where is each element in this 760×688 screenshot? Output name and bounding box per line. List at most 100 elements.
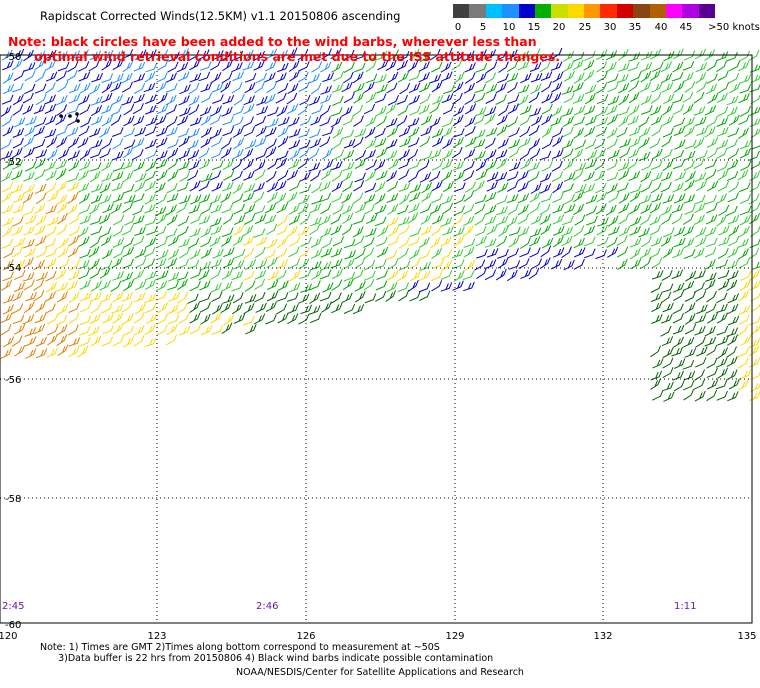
wind-barb <box>674 139 686 150</box>
wind-barb <box>386 170 398 182</box>
wind-barb <box>190 213 202 224</box>
wind-barb <box>573 190 584 203</box>
wind-barb <box>166 116 178 128</box>
wind-barb <box>254 278 266 290</box>
wind-barb <box>672 303 684 315</box>
wind-barb <box>693 379 705 390</box>
wind-barb <box>266 181 279 193</box>
wind-barb <box>517 170 529 182</box>
wind-barb <box>562 61 574 73</box>
wind-barb <box>276 49 288 60</box>
wind-barb <box>660 325 672 337</box>
wind-barb <box>199 313 211 325</box>
wind-barb <box>288 214 301 226</box>
wind-barb <box>178 149 190 160</box>
wind-barb <box>221 268 233 280</box>
wind-barb <box>716 92 728 103</box>
wind-barb <box>617 182 629 193</box>
wind-barb <box>132 103 144 115</box>
wind-barb <box>652 358 664 369</box>
wind-barb <box>122 184 135 194</box>
wind-barb <box>254 81 265 94</box>
pass-time-labels: 2:45 2:46 1:11 <box>2 601 696 612</box>
wind-barb <box>695 72 707 84</box>
wind-barb <box>682 103 694 115</box>
wind-barb <box>539 61 551 73</box>
wind-barb <box>1 115 13 127</box>
wind-barb <box>563 92 575 104</box>
wind-barb <box>300 283 312 293</box>
wind-barb <box>66 280 78 291</box>
wind-barb <box>112 73 124 84</box>
wind-barb <box>68 150 80 161</box>
wind-barb <box>442 137 454 150</box>
wind-barb <box>14 345 26 357</box>
wind-barb <box>156 212 168 225</box>
wind-barb <box>57 304 69 315</box>
wind-barb <box>704 336 717 347</box>
wind-barb <box>408 159 421 170</box>
wind-barb <box>729 60 741 72</box>
wind-barb <box>627 61 640 72</box>
wind-barb <box>705 303 717 314</box>
wind-barb <box>157 302 169 314</box>
wind-barb <box>122 201 134 214</box>
wind-barb <box>198 159 211 170</box>
wind-barb <box>24 161 37 172</box>
wind-barb <box>35 149 48 159</box>
wind-barb <box>519 114 531 127</box>
wind-barb <box>716 303 728 314</box>
wind-barb <box>179 194 191 205</box>
wind-barb <box>298 128 310 139</box>
wind-barb <box>144 324 156 336</box>
lat-label: -50 <box>5 52 21 63</box>
wind-barb <box>222 94 235 105</box>
wind-barb <box>440 61 452 73</box>
wind-barb <box>67 181 80 192</box>
lat-label: -60 <box>5 620 21 631</box>
wind-barb <box>168 292 180 302</box>
wind-barb <box>693 247 705 259</box>
wind-barb <box>649 48 662 60</box>
wind-barb <box>78 326 91 336</box>
wind-barb <box>495 171 508 182</box>
wind-barb <box>22 206 35 216</box>
wind-barb <box>111 127 124 137</box>
wind-barb <box>2 293 15 304</box>
wind-barb <box>199 106 212 117</box>
wind-barb <box>265 301 277 313</box>
wind-barb <box>431 224 443 236</box>
legend-labels: 0 5 10 15 20 25 30 35 40 45 >50 knots <box>453 22 760 36</box>
wind-barb <box>694 48 707 60</box>
wind-barb <box>33 290 45 302</box>
wind-barb <box>409 191 421 202</box>
wind-barb <box>321 168 332 181</box>
wind-barb <box>123 115 135 127</box>
wind-barb <box>750 383 760 392</box>
legend-label: 0 <box>454 22 462 33</box>
wind-barb <box>189 323 202 335</box>
wind-barb <box>276 247 288 259</box>
wind-barb <box>662 115 674 126</box>
wind-barb <box>693 106 706 116</box>
wind-barb <box>122 171 134 183</box>
wind-barb <box>453 105 465 117</box>
wind-barb <box>255 302 267 313</box>
wind-barb <box>322 147 333 160</box>
wind-barb <box>122 146 134 159</box>
wind-barb <box>253 182 265 192</box>
wind-barb <box>738 314 750 326</box>
wind-barb <box>79 82 91 94</box>
wind-barb <box>651 301 663 313</box>
wind-barb <box>573 127 584 139</box>
wind-barb <box>35 348 48 359</box>
wind-barb <box>606 138 618 150</box>
wind-barb <box>165 83 178 93</box>
wind-barb <box>134 83 146 94</box>
wind-barb <box>66 203 78 215</box>
wind-barb <box>99 182 111 194</box>
wind-barb <box>341 203 354 215</box>
wind-barb <box>78 61 90 72</box>
wind-barb <box>737 238 749 248</box>
wind-barb <box>452 137 464 148</box>
